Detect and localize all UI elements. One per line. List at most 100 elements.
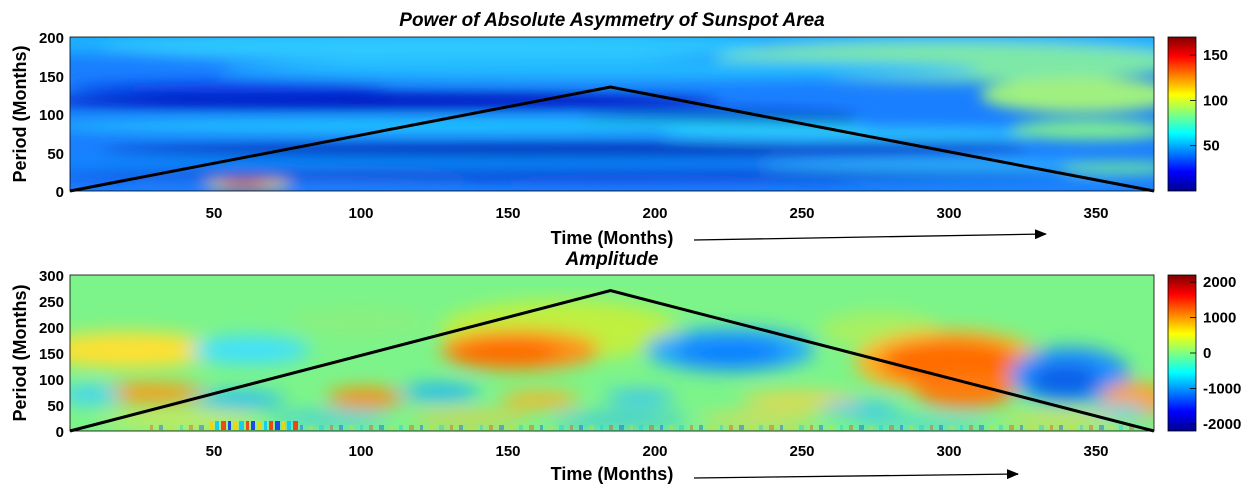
stripe (269, 421, 273, 430)
stripe (239, 421, 244, 430)
stripe (390, 425, 393, 430)
bottom-time-arrow (693, 469, 1019, 480)
stripe (849, 425, 853, 430)
stripe (900, 425, 903, 430)
stripe (480, 425, 483, 430)
bottom-y-tick-250: 250 (39, 294, 64, 311)
colorbar-tick-label: 150 (1203, 47, 1228, 64)
top-y-tick-0: 0 (56, 184, 64, 201)
stripe (1099, 425, 1104, 430)
stripe (549, 425, 553, 430)
stripe (660, 425, 663, 430)
stripe (379, 425, 384, 430)
stripe (630, 425, 633, 430)
stripe (759, 425, 763, 430)
bottom-chart-title: Amplitude (565, 249, 659, 270)
stripe (699, 425, 703, 430)
stripe (221, 421, 226, 430)
stripe (619, 425, 624, 430)
stripe (799, 425, 804, 430)
stripe (330, 425, 333, 430)
stripe (246, 421, 249, 430)
stripe (939, 425, 943, 430)
stripe (180, 425, 183, 430)
stripe (489, 425, 493, 430)
stripe (949, 425, 954, 430)
top-x-tick-200: 200 (642, 205, 667, 222)
stripe (210, 421, 213, 430)
top-colorbar: 50 100 150 (1167, 36, 1228, 192)
stripe (1089, 425, 1093, 430)
stripe (251, 421, 255, 430)
stripe (669, 425, 673, 430)
top-x-axis-label: Time (Months) (551, 228, 674, 248)
top-x-tick-150: 150 (495, 205, 520, 222)
stripe (780, 425, 783, 430)
stripe (999, 425, 1003, 430)
stripe (264, 421, 267, 430)
stripe (870, 425, 873, 430)
stripe (769, 425, 774, 430)
stripe (429, 425, 433, 430)
stripe (819, 425, 823, 430)
stripe (840, 425, 843, 430)
stripe (990, 425, 993, 430)
stripe (199, 425, 204, 430)
colorbar-tick-label: 0 (1203, 345, 1211, 362)
colorbar-tick-label: 2000 (1203, 274, 1236, 291)
stripe (1039, 425, 1044, 430)
stripe (459, 425, 463, 430)
stripe (420, 425, 423, 430)
stripe (579, 425, 583, 430)
stripe (399, 425, 403, 430)
stripe (275, 421, 280, 430)
stripe (979, 425, 984, 430)
top-heatmap (70, 37, 1154, 191)
stripe (519, 425, 523, 430)
stripe (540, 425, 543, 430)
colorbar-tick-label: 1000 (1203, 310, 1236, 327)
top-x-tick-300: 300 (936, 205, 961, 222)
stripe (609, 425, 613, 430)
top-colorbar-gradient (1167, 36, 1197, 192)
top-y-tick-100: 100 (39, 107, 64, 124)
stripe (529, 425, 534, 430)
stripe (150, 425, 153, 430)
stripe (679, 425, 684, 430)
bottom-x-tick-350: 350 (1083, 443, 1108, 460)
top-y-tick-200: 200 (39, 30, 64, 47)
stripe (409, 425, 414, 430)
stripe (300, 425, 303, 430)
stripe (559, 425, 564, 430)
bottom-y-ticks: 0 50 100 150 200 250 300 (39, 268, 64, 441)
stripe (360, 425, 363, 430)
stripe (215, 421, 219, 430)
stripe (879, 425, 883, 430)
bottom-x-tick-300: 300 (936, 443, 961, 460)
top-y-tick-150: 150 (39, 69, 64, 86)
top-time-arrow (693, 229, 1047, 241)
stripe (159, 425, 163, 430)
top-y-tick-50: 50 (47, 146, 64, 163)
stripe (889, 425, 894, 430)
bottom-x-ticks: 50 100 150 200 250 300 350 (206, 443, 1109, 460)
top-x-tick-250: 250 (789, 205, 814, 222)
top-x-tick-50: 50 (206, 205, 223, 222)
stripe (1029, 425, 1033, 430)
stripe (789, 425, 793, 430)
stripe (257, 421, 262, 430)
bottom-fine-scale-stripes (150, 421, 1134, 430)
stripe (282, 421, 285, 430)
bottom-x-tick-100: 100 (348, 443, 373, 460)
stripe (589, 425, 594, 430)
bottom-y-tick-0: 0 (56, 424, 64, 441)
stripe (499, 425, 504, 430)
stripe (1069, 425, 1074, 430)
bottom-x-tick-200: 200 (642, 443, 667, 460)
stripe (1009, 425, 1014, 430)
stripe (969, 425, 973, 430)
stripe (1020, 425, 1023, 430)
stripe (287, 421, 291, 430)
bottom-y-tick-300: 300 (39, 268, 64, 285)
stripe (169, 425, 174, 430)
